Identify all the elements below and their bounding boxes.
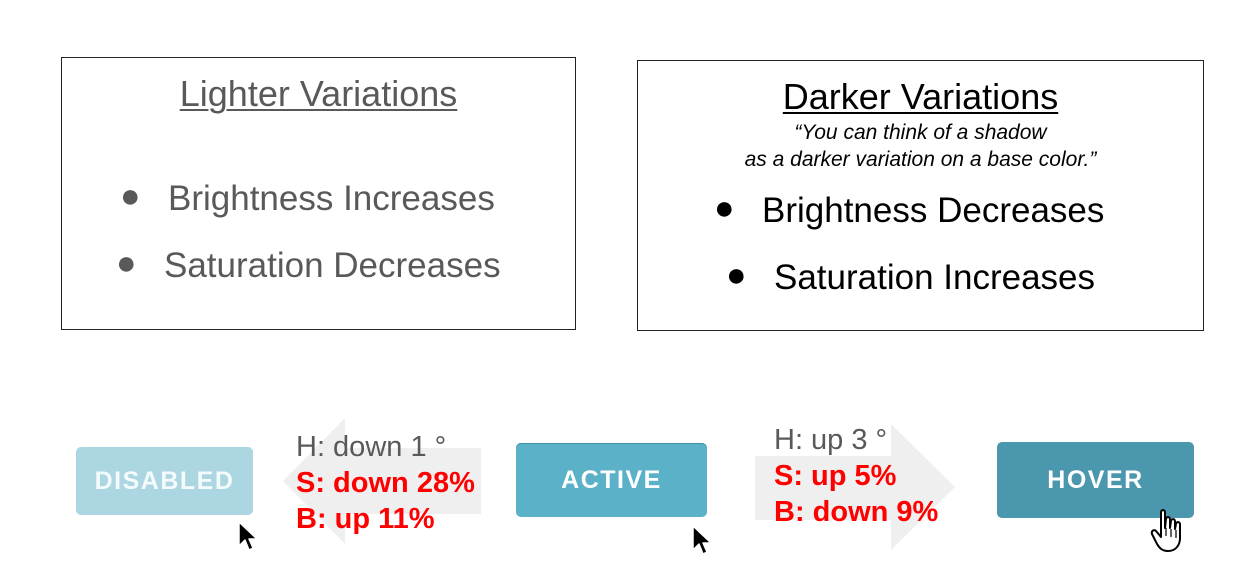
bullet-dot-icon: ● [726,256,747,294]
saturation-change: S: up 5% [774,460,897,492]
lighter-variations-box: Lighter Variations ● Brightness Increase… [61,57,576,330]
quote-line: as a darker variation on a base color.” [744,148,1097,171]
arrow-right-icon [755,424,955,550]
quote-line: “You can think of a shadow [794,121,1047,144]
darker-variations-box: Darker Variations “You can think of a sh… [637,60,1204,331]
mouse-pointer-icon [238,521,258,551]
disabled-button[interactable]: DISABLED [76,447,253,515]
bullet-text: Saturation Increases [774,258,1096,297]
shadow-quote: “You can think of a shadow as a darker v… [638,119,1203,173]
hue-change: H: up 3 ° [774,424,888,456]
hand-cursor-icon [1150,509,1181,552]
bullet-text: Brightness Decreases [762,191,1105,230]
mouse-pointer-icon [692,525,712,555]
saturation-change: S: down 28% [296,467,475,499]
hover-button[interactable]: HOVER [997,442,1194,518]
hover-color-changes: H: up 3 ° S: up 5% B: down 9% [774,422,938,530]
arrow-left-icon [283,418,481,544]
bullet-text: Saturation Decreases [164,246,501,285]
active-button[interactable]: ACTIVE [516,443,707,517]
brightness-change: B: down 9% [774,496,939,528]
hue-change: H: down 1 ° [296,431,447,463]
brightness-change: B: up 11% [296,503,435,535]
bullet-dot-icon: ● [714,189,735,227]
lighter-variations-title: Lighter Variations [179,73,458,114]
bullet-dot-icon: ● [116,244,137,282]
disabled-color-changes: H: down 1 ° S: down 28% B: up 11% [296,429,475,537]
bullet-text: Brightness Increases [168,179,495,218]
darker-variations-title: Darker Variations [782,76,1059,117]
bullet-dot-icon: ● [120,177,141,215]
